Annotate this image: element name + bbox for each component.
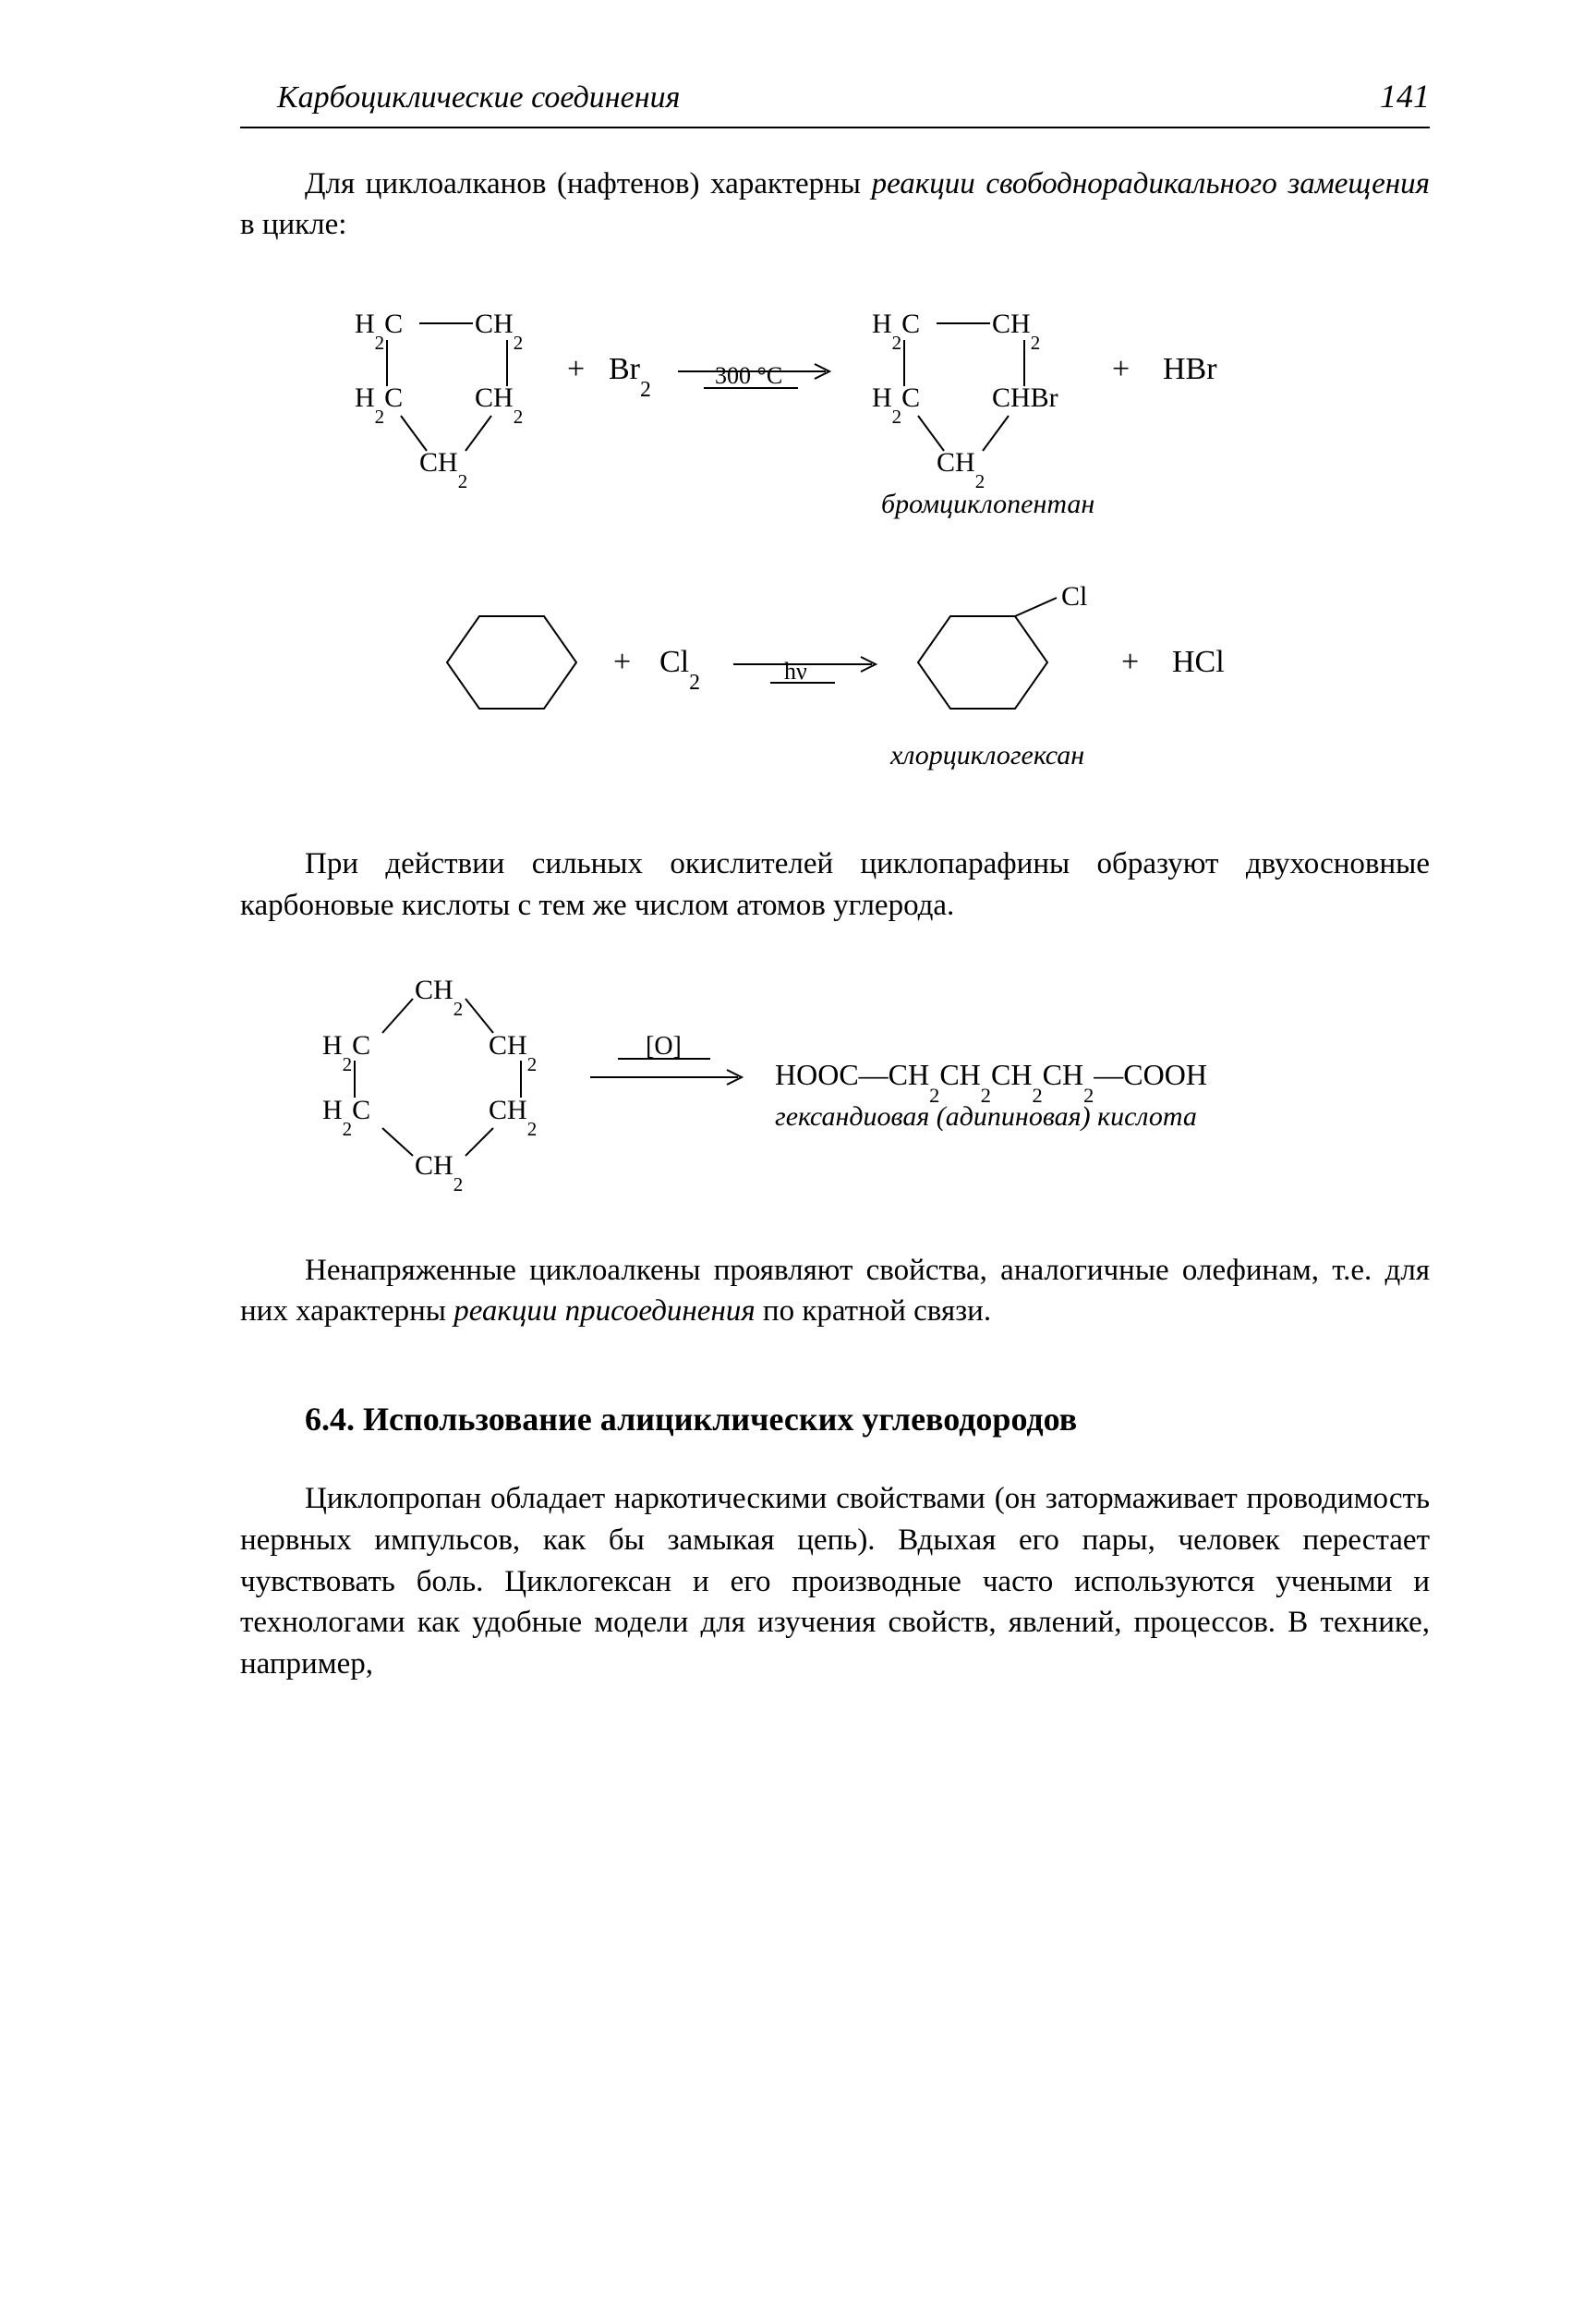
scheme-3: CH2 H2C CH2 H2C CH2 CH2 [240,966,1430,1209]
s1-arrow-label: 300 °C [715,362,782,389]
s1-r-mr: CH2 [475,382,523,428]
scheme-3-svg: CH2 H2C CH2 H2C CH2 CH2 [304,966,1366,1197]
s2-arrow-label: hν [784,658,807,685]
s3-r-br: CH2 [489,1095,537,1140]
s1-product-name: бромциклопентан [881,489,1094,519]
p3-c: по кратной связи. [756,1294,991,1328]
s1-byproduct: HBr [1163,352,1217,386]
s1-r-tl: H2C [355,309,403,354]
paragraph-2: При действии сильных окислителей циклопа… [240,844,1430,926]
s1-p-tr: CH2 [992,309,1040,354]
s2-product-hexagon [918,616,1047,709]
s2-product-name: хлорциклогексан [889,740,1084,771]
page-number: 141 [1380,74,1430,119]
scheme-2-svg: + Cl2 hν Cl + HCl хлорциклогексан [373,579,1297,792]
s1-plus1: + [567,352,585,386]
scheme-2: + Cl2 hν Cl + HCl хлорциклогексан [240,579,1430,804]
s1-p-b: CH2 [937,447,985,492]
p1-b: реакции свободнорадикального замещения [872,167,1430,200]
scheme-1-svg: H2C CH2 H2C CH2 CH2 + Br2 [327,286,1343,527]
s1-r-ml: H2C [355,382,403,428]
section-heading: 6.4. Использование алициклических углево… [240,1397,1430,1442]
s1-reagent: Br2 [609,352,651,402]
s3-r-tr: CH2 [489,1030,537,1075]
p2-text: При действии сильных окислителей циклопа… [240,847,1430,922]
s3-r-bl: H2C [322,1095,370,1140]
s2-plus2: + [1121,645,1139,679]
s1-r-tr: CH2 [475,309,523,354]
p1-c: в цикле: [240,208,346,241]
s2-plus1: + [613,645,631,679]
p3-b: реакции присоединения [453,1294,755,1328]
s3-r-b: CH2 [415,1150,463,1195]
s3-r-tl: H2C [322,1030,370,1075]
s2-byproduct: HCl [1172,645,1225,679]
s2-reagent: Cl2 [659,645,700,695]
p1-a: Для циклоалканов (нафтенов) характерны [305,167,872,200]
s2-substituent: Cl [1061,581,1087,612]
s1-p-tl: H2C [872,309,920,354]
s1-p-mr: CHBr [992,382,1058,413]
page: Карбоциклические соединения 141 Для цикл… [0,0,1596,2306]
s3-r-t: CH2 [415,975,463,1020]
p4-text: Циклопропан обладает наркотическими свой… [240,1482,1430,1680]
s3-product-name: гександиовая (адипиновая) кислота [775,1101,1197,1132]
s1-r-b: CH2 [419,447,467,492]
paragraph-1: Для циклоалканов (нафтенов) характерны р… [240,164,1430,246]
paragraph-3: Ненапряженные циклоалкены проявляют свой… [240,1250,1430,1332]
s1-p-ml: H2C [872,382,920,428]
paragraph-4: Циклопропан обладает наркотическими свой… [240,1478,1430,1684]
s3-arrow-label: [O] [646,1032,682,1061]
scheme-1: H2C CH2 H2C CH2 CH2 + Br2 [240,286,1430,539]
s1-plus2: + [1112,352,1130,386]
s3-product-formula: HOOC—CH2CH2CH2CH2—COOH [775,1058,1207,1107]
running-head-row: Карбоциклические соединения 141 [240,74,1430,128]
s2-reactant-hexagon [447,616,576,709]
running-head-title: Карбоциклические соединения [240,77,680,119]
